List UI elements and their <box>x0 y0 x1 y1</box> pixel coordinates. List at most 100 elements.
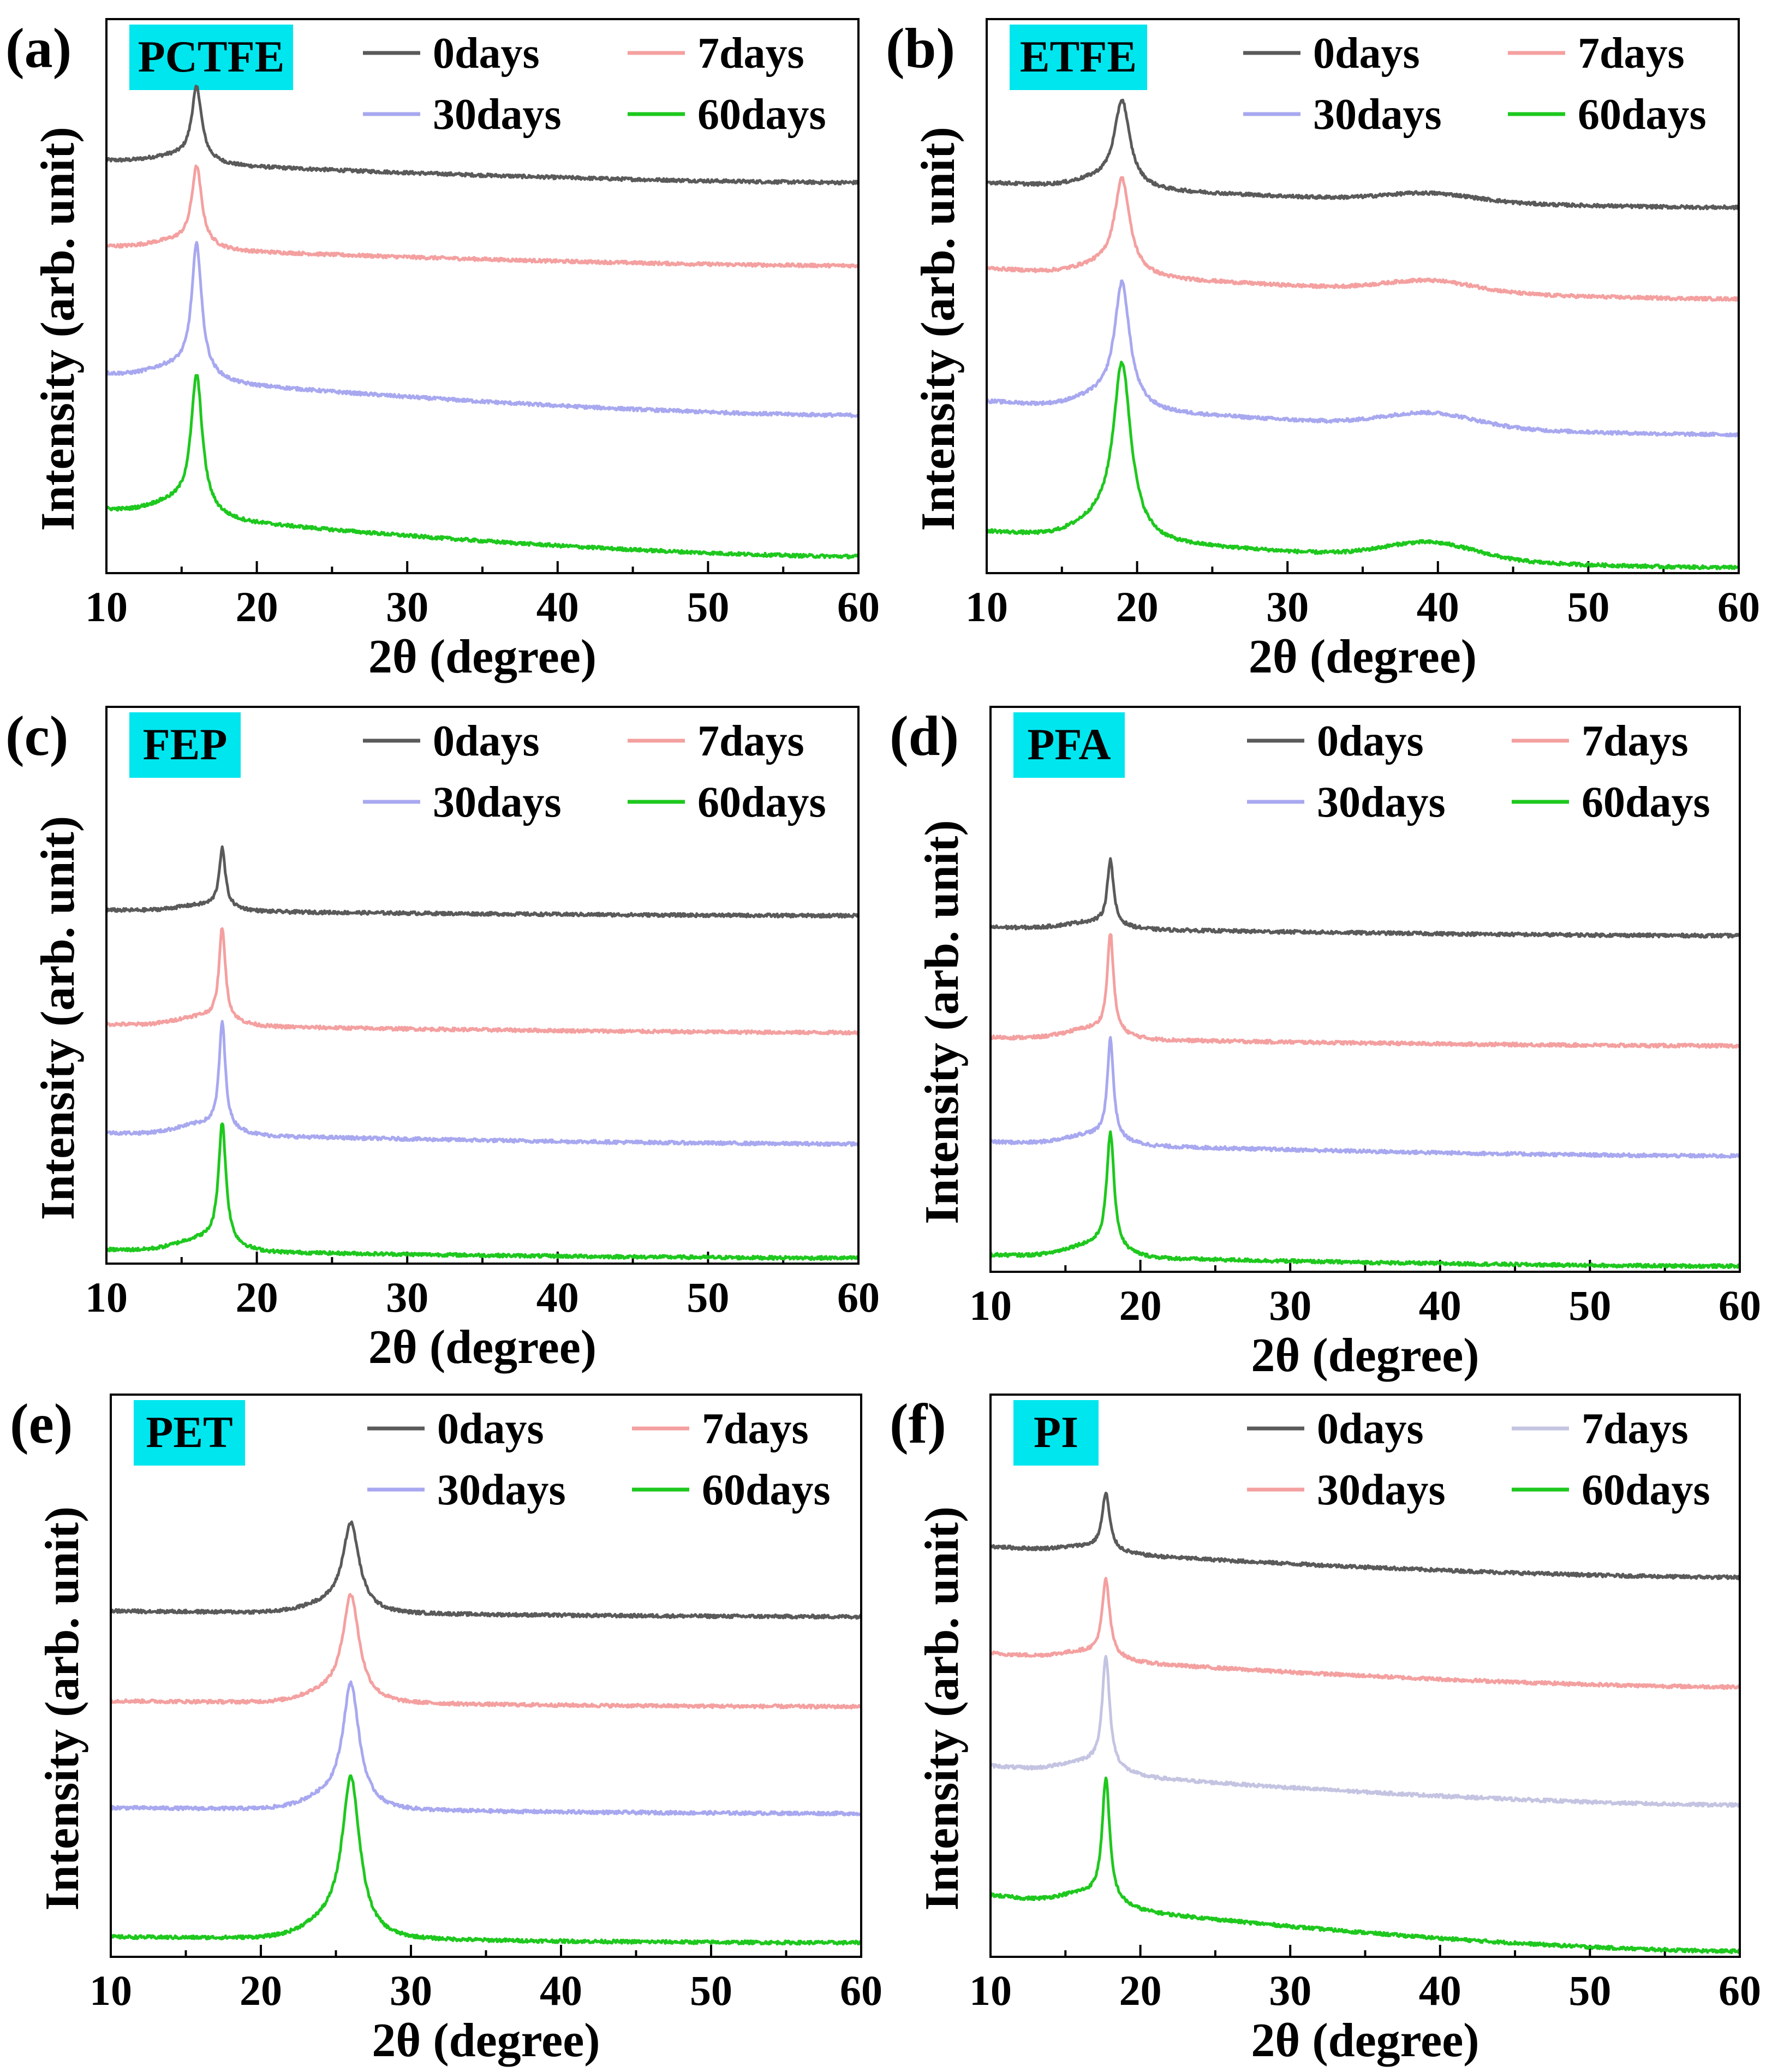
series-group <box>988 98 1738 570</box>
x-tick-label: 20 <box>1119 1282 1162 1329</box>
y-axis-label: Intensity (arb. unit) <box>32 127 85 531</box>
legend-label-30days: 30days <box>1313 91 1442 139</box>
x-tick-label: 30 <box>1269 1967 1311 2014</box>
series-line-60days <box>988 360 1738 570</box>
material-label-bg <box>1013 1400 1099 1466</box>
legend-label-7days: 7days <box>1582 717 1689 765</box>
x-tick-label: 20 <box>240 1967 282 2014</box>
x-tick-label: 30 <box>1266 583 1309 630</box>
material-label: PFA <box>1027 719 1111 769</box>
series-line-60days <box>992 1776 1739 1955</box>
y-axis-label: Intensity (arb. unit) <box>912 127 965 531</box>
series-line-0days <box>988 98 1738 211</box>
legend-label-0days: 0days <box>1313 29 1420 78</box>
x-tick-label: 10 <box>965 583 1008 630</box>
legend-label-60days: 60days <box>697 778 826 826</box>
series-line-30days <box>108 1020 857 1147</box>
panel-e: 10 20 30 40 50 60 2θ (degree) Intensity (arb. u… <box>10 1392 882 2067</box>
panel-letter: (e) <box>10 1392 73 1455</box>
series-line-7days <box>988 176 1738 302</box>
x-tick-label: 30 <box>386 1273 428 1321</box>
panel-letter: (f) <box>890 1392 946 1455</box>
series-line-60days <box>112 1774 860 1946</box>
y-axis-label: Intensity (arb. unit) <box>32 816 85 1220</box>
x-tick-label: 60 <box>1719 1282 1761 1329</box>
x-tick-label: 20 <box>236 1273 278 1321</box>
x-tick-label: 40 <box>1417 583 1459 630</box>
panel-letter: (a) <box>5 17 71 80</box>
legend-label-60days: 60days <box>1582 1466 1710 1514</box>
legend-label-60days: 60days <box>697 91 826 139</box>
x-axis-label: 2θ (degree) <box>368 630 596 683</box>
legend-label-0days: 0days <box>433 717 540 765</box>
series-group <box>992 1491 1739 1955</box>
x-tick-label: 30 <box>1269 1282 1311 1329</box>
series-line-0days <box>992 1491 1739 1581</box>
x-tick-label: 10 <box>969 1282 1012 1329</box>
series-line-7days <box>992 933 1739 1049</box>
legend-label-30days: 30days <box>1317 778 1446 826</box>
series-line-7days <box>108 927 857 1036</box>
x-tick-label: 10 <box>90 1967 132 2014</box>
series-line-30days <box>108 241 857 419</box>
series-group <box>992 857 1739 1270</box>
y-axis-label: Intensity (arb. unit) <box>916 1507 969 1911</box>
x-tick-label: 50 <box>687 583 729 630</box>
x-axis-label: 2θ (degree) <box>1249 630 1477 683</box>
legend-label-0days: 0days <box>1317 1405 1424 1453</box>
x-tick-label: 10 <box>969 1967 1012 2014</box>
x-tick-label: 50 <box>1567 583 1609 630</box>
series-group <box>112 1520 860 1946</box>
material-label: FEP <box>143 719 228 769</box>
legend-label-60days: 60days <box>1578 91 1707 139</box>
panel-letter: (c) <box>5 705 68 767</box>
series-line-7days <box>112 1593 860 1710</box>
series-line-0days <box>112 1520 860 1620</box>
x-axis-label: 2θ (degree) <box>368 1321 596 1374</box>
legend-label-30days: 30days <box>1317 1466 1446 1514</box>
x-tick-label: 60 <box>840 1967 882 2014</box>
x-tick-label: 50 <box>1568 1967 1611 2014</box>
material-label-bg <box>1010 25 1147 90</box>
series-group <box>108 845 857 1261</box>
material-label: PI <box>1034 1407 1078 1457</box>
legend-label-30days: 30days <box>433 778 562 826</box>
x-tick-label: 40 <box>540 1967 582 2014</box>
series-line-60days <box>108 1122 857 1261</box>
panel-f: 10 20 30 40 50 60 2θ (degree) Intensity (arb. u… <box>890 1392 1761 2067</box>
legend-label-30days: 30days <box>433 91 562 139</box>
series-line-30days <box>992 1036 1739 1159</box>
x-tick-label: 40 <box>536 1273 579 1321</box>
legend-label-7days: 7days <box>1582 1405 1689 1453</box>
x-tick-label: 60 <box>1717 583 1760 630</box>
y-axis-label: Intensity (arb. unit) <box>916 820 969 1224</box>
series-line-60days <box>992 1130 1739 1270</box>
x-axis-label: 2θ (degree) <box>1251 2014 1479 2067</box>
series-line-0days <box>108 845 857 919</box>
x-axis-label: 2θ (degree) <box>1251 1329 1479 1382</box>
x-tick-label: 20 <box>236 583 278 630</box>
legend-label-7days: 7days <box>697 717 804 765</box>
x-axis-label: 2θ (degree) <box>372 2014 600 2067</box>
legend-label-60days: 60days <box>702 1466 831 1514</box>
legend-label-7days: 7days <box>702 1405 809 1453</box>
material-label: ETFE <box>1020 32 1137 81</box>
panel-letter: (d) <box>890 705 959 767</box>
x-tick-label: 50 <box>690 1967 732 2014</box>
legend-label-0days: 0days <box>1317 717 1424 765</box>
panel-letter: (b) <box>886 17 955 80</box>
panel-a: 10 20 30 40 50 60 2θ (degree) Intensity (arb. u… <box>5 17 880 683</box>
x-tick-label: 40 <box>536 583 579 630</box>
series-line-0days <box>108 85 857 186</box>
x-tick-label: 30 <box>386 583 428 630</box>
x-tick-label: 40 <box>1419 1967 1461 2014</box>
x-tick-label: 60 <box>837 1273 880 1321</box>
material-label-bg <box>1013 712 1125 778</box>
series-line-7days <box>108 164 857 269</box>
x-tick-label: 60 <box>837 583 880 630</box>
panel-d: 10 20 30 40 50 60 2θ (degree) Intensity (arb. u… <box>890 705 1761 1382</box>
x-tick-label: 10 <box>85 583 128 630</box>
legend-label-0days: 0days <box>433 29 540 78</box>
panel-c: 10 20 30 40 50 60 2θ (degree) Intensity (arb. u… <box>5 705 880 1374</box>
